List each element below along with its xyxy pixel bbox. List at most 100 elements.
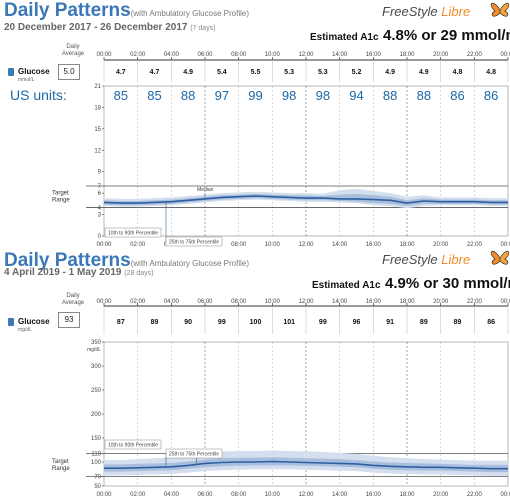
- time-tick-label-bottom: 16:00: [366, 242, 382, 248]
- hourly-median-value: 100: [250, 319, 262, 326]
- plot-frame: [103, 85, 509, 237]
- daily-average-header: Daily Average: [61, 44, 85, 57]
- time-tick-label: 00:00: [500, 52, 510, 58]
- y-tick-label: 18: [94, 105, 101, 111]
- legend-25-75: 25th to 75th Percentile: [169, 240, 219, 246]
- hourly-median-value: 96: [353, 319, 361, 326]
- time-tick-label: 08:00: [231, 299, 247, 305]
- time-tick-label-bottom: 12:00: [298, 492, 314, 498]
- butterfly-icon: [490, 2, 510, 17]
- estimated-a1c: Estimated A1c 4.9% or 30 mmol/mol: [312, 275, 510, 292]
- time-tick-label-bottom: 00:00: [500, 242, 510, 248]
- us-unit-value: 99: [248, 88, 262, 103]
- median-callout-label: Median: [197, 187, 214, 193]
- time-tick-label-bottom: 00:00: [96, 492, 112, 498]
- glucose-label: Glucose: [18, 67, 50, 76]
- target-range-label-line2: Range: [52, 198, 70, 204]
- us-unit-value: 85: [147, 88, 161, 103]
- time-tick-label-bottom: 14:00: [332, 492, 348, 498]
- time-tick-label-bottom: 00:00: [96, 242, 112, 248]
- time-tick-label-bottom: 12:00: [298, 242, 314, 248]
- time-tick-label: 10:00: [265, 52, 281, 58]
- time-tick-label: 10:00: [265, 299, 281, 305]
- glucose-sensor-icon: [8, 318, 14, 326]
- y-tick-label: 350: [91, 340, 102, 346]
- glucose-unit: mg/dL: [18, 327, 32, 333]
- y-axis-unit: mg/dL: [87, 347, 101, 353]
- time-tick-label: 00:00: [500, 299, 510, 305]
- legend-25-75: 25th to 75th Percentile: [169, 452, 219, 458]
- daily-average-header: Daily Average: [61, 293, 85, 306]
- hourly-median-value: 4.8: [453, 69, 463, 76]
- y-tick-label: 200: [91, 412, 102, 418]
- y-tick-label: 9: [98, 170, 102, 176]
- hourly-median-value: 4.9: [419, 69, 429, 76]
- us-unit-value: 86: [450, 88, 464, 103]
- time-tick-label-bottom: 08:00: [231, 242, 247, 248]
- time-tick-label: 00:00: [96, 52, 112, 58]
- time-tick-label: 12:00: [298, 299, 314, 305]
- butterfly-icon: [490, 250, 510, 265]
- hourly-median-value: 89: [420, 319, 428, 326]
- hourly-median-value: 87: [117, 319, 125, 326]
- time-tick-label: 22:00: [467, 52, 483, 58]
- hourly-median-value: 5.4: [217, 69, 227, 76]
- time-tick-label: 22:00: [467, 299, 483, 305]
- legend-box-10-90: [104, 227, 162, 238]
- time-tick-label: 18:00: [399, 52, 415, 58]
- agp-chart-2019: 00:00 00:00 02:00 02:00 04:00 04:00 06:00 06:00…: [52, 299, 510, 498]
- y-tick-label: 150: [91, 436, 102, 442]
- time-tick-label: 16:00: [366, 299, 382, 305]
- estimated-a1c: Estimated A1c 4.8% or 29 mmol/mol: [310, 27, 510, 44]
- time-tick-label-bottom: 18:00: [399, 492, 415, 498]
- agp-chart-2017: 00:0000:0002:0002:0004:0004:0006:0006:00…: [52, 52, 510, 248]
- hourly-median-value: 4.9: [385, 69, 395, 76]
- us-unit-value: 98: [316, 88, 330, 103]
- time-tick-label-bottom: 08:00: [231, 492, 247, 498]
- hourly-median-value: 90: [184, 319, 192, 326]
- us-unit-value: 88: [181, 88, 195, 103]
- hourly-median-value: 5.3: [318, 69, 328, 76]
- freestyle-libre-logo: FreeStyle Libre: [382, 2, 510, 19]
- median-line: [104, 460, 508, 470]
- time-tick-label: 18:00: [399, 299, 415, 305]
- time-tick-label-bottom: 18:00: [399, 242, 415, 248]
- date-range: 4 April 2019 - 1 May 2019 (28 days): [4, 267, 154, 278]
- target-upper-label: 7: [98, 184, 102, 190]
- glucose-label: Glucose: [18, 317, 50, 326]
- target-range-label-line1: Target: [52, 459, 69, 465]
- time-tick-label: 02:00: [130, 52, 146, 58]
- hourly-median-value: 4.8: [486, 69, 496, 76]
- legend-box-25-75: [165, 236, 223, 247]
- hourly-median-value: 99: [218, 319, 226, 326]
- us-unit-value: 97: [215, 88, 229, 103]
- y-tick-label: 21: [94, 84, 101, 90]
- time-tick-label: 06:00: [197, 52, 213, 58]
- y-tick-label: 12: [94, 148, 101, 154]
- daily-patterns-panel-2017: Daily Patterns(with Ambulatory Glucose P…: [0, 0, 510, 248]
- time-tick-label: 20:00: [433, 52, 449, 58]
- time-tick-label: 12:00: [298, 52, 314, 58]
- hourly-median-value: 89: [151, 319, 159, 326]
- time-tick-label-bottom: 04:00: [164, 492, 180, 498]
- time-tick-label: 14:00: [332, 52, 348, 58]
- hourly-median-value: 86: [487, 319, 495, 326]
- time-tick-label: 14:00: [332, 299, 348, 305]
- time-tick-label-bottom: 16:00: [366, 492, 382, 498]
- us-unit-value: 94: [349, 88, 363, 103]
- time-tick-label-bottom: 20:00: [433, 242, 449, 248]
- y-tick-label: 50: [94, 484, 101, 490]
- time-tick-label-bottom: 10:00: [265, 492, 281, 498]
- median-line: [103, 195, 508, 204]
- hourly-median-value: 89: [454, 319, 462, 326]
- y-tick-label: 250: [91, 388, 102, 394]
- hourly-median-value: 4.7: [150, 69, 160, 76]
- time-tick-label-bottom: 00:00: [500, 492, 510, 498]
- time-tick-label: 04:00: [164, 52, 180, 58]
- hourly-median-value: 5.3: [284, 69, 294, 76]
- daily-average-value: 5.0: [58, 64, 80, 80]
- legend-box-10-90: [104, 439, 162, 450]
- legend-10-90: 10th to 90th Percentile: [108, 443, 158, 449]
- target-range-label-line1: Target: [52, 191, 69, 197]
- y-tick-label: 3: [98, 213, 102, 219]
